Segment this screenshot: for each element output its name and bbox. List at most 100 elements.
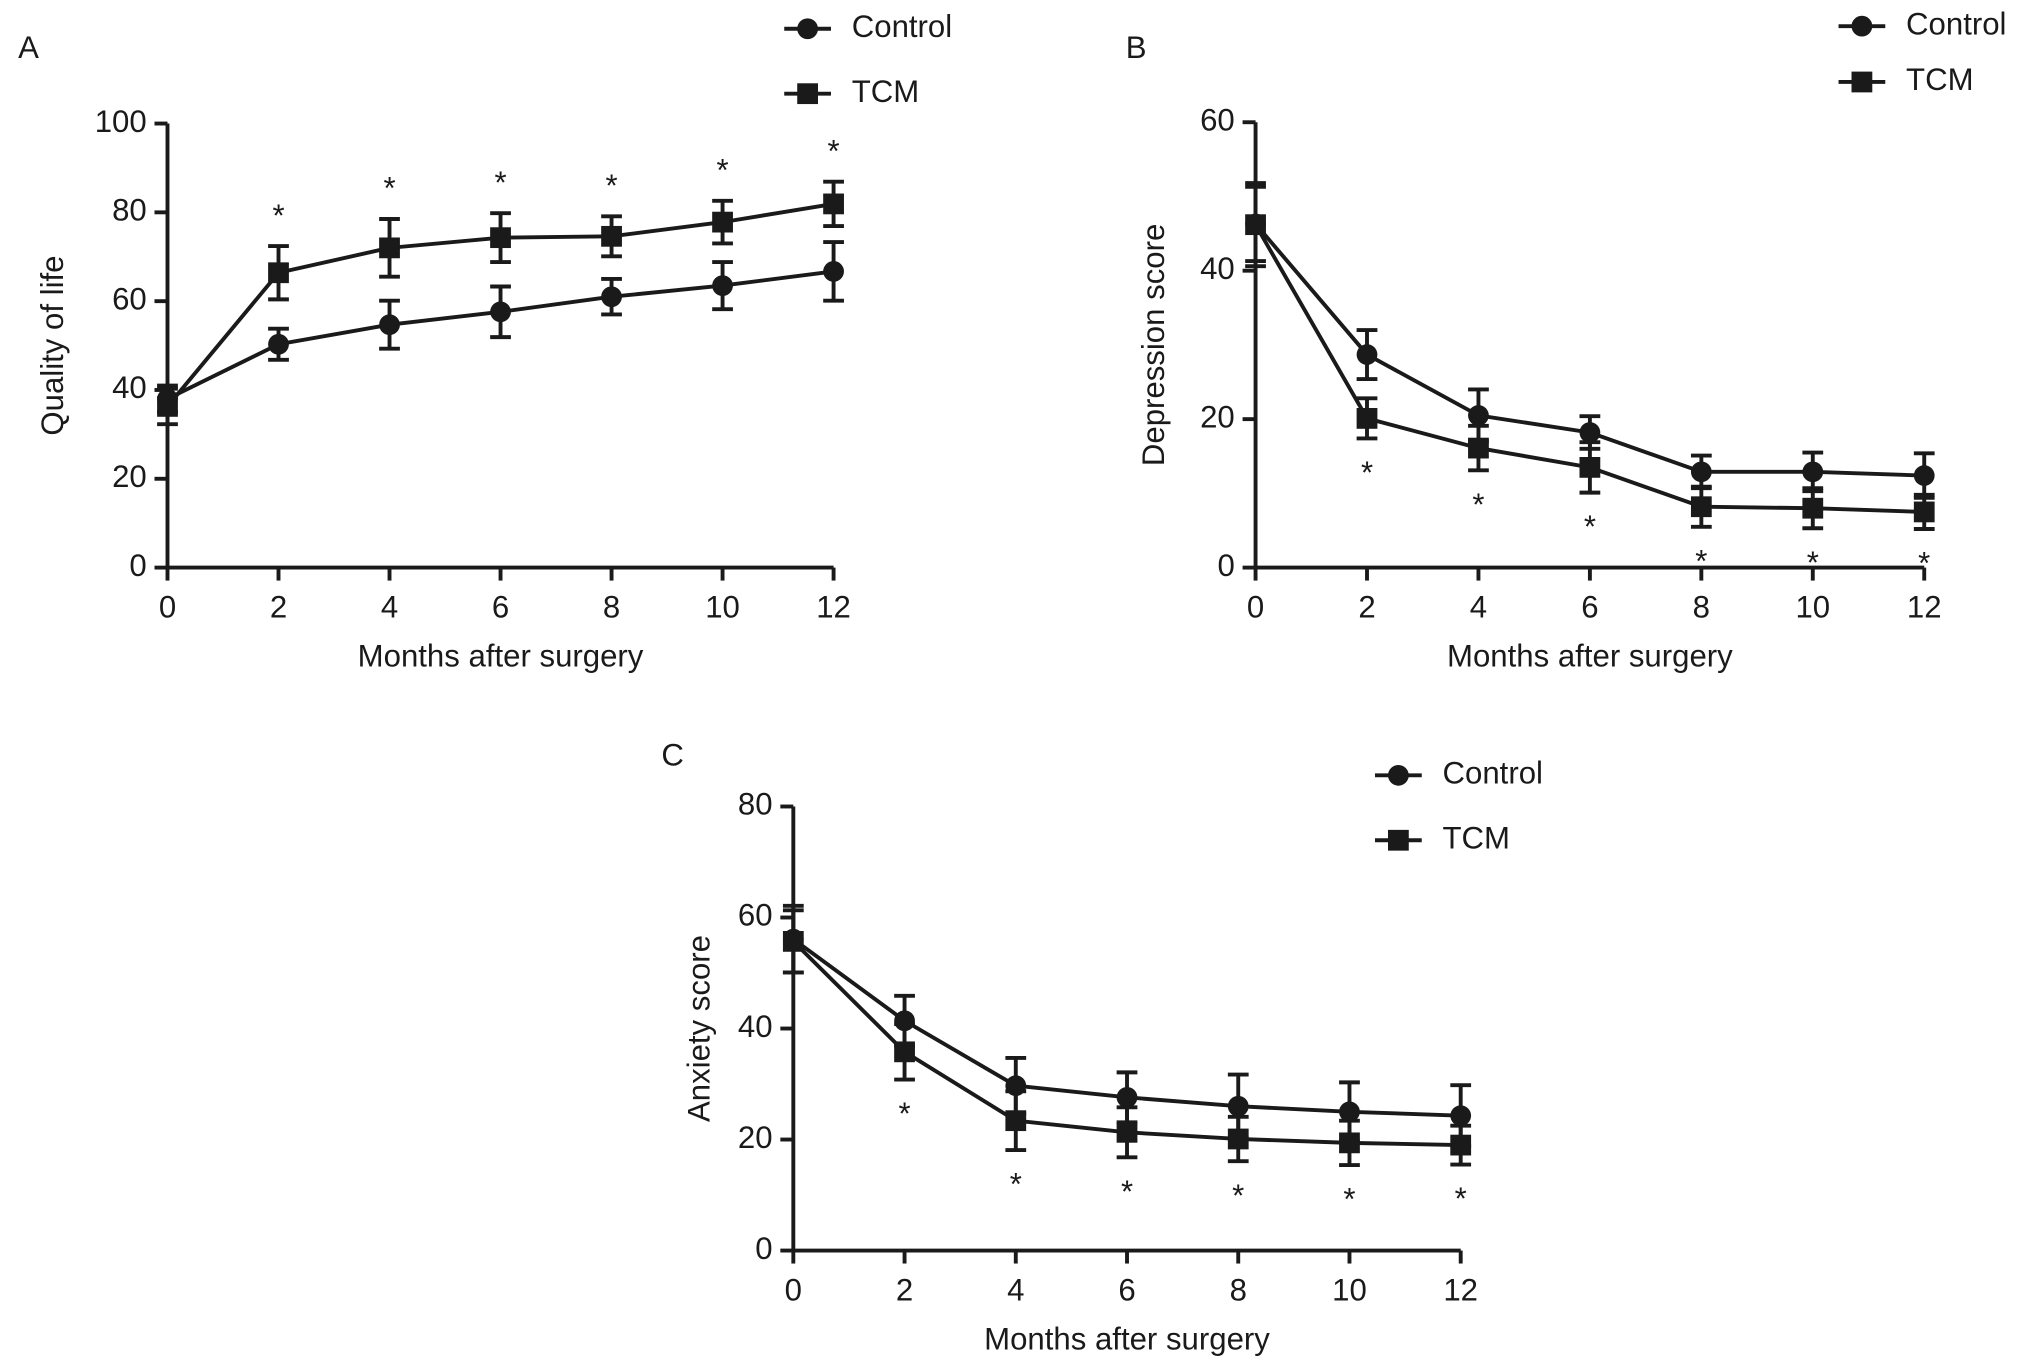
marker: [379, 314, 400, 336]
legend-label: Control: [852, 9, 952, 44]
marker: [268, 262, 289, 284]
marker: [1450, 1105, 1472, 1127]
marker: [1579, 422, 1601, 443]
marker: [1356, 344, 1378, 365]
x-tick-label: 12: [1443, 1272, 1478, 1307]
marker: [712, 211, 733, 233]
marker: [1116, 1121, 1138, 1143]
marker: [1579, 456, 1601, 478]
panel-label: B: [1126, 30, 1147, 65]
legend-label: TCM: [1443, 820, 1511, 855]
y-tick-label: 20: [1200, 399, 1235, 434]
x-tick-label: 10: [1332, 1272, 1367, 1307]
marker: [490, 301, 511, 323]
significance-mark: *: [272, 198, 284, 233]
x-tick-label: 8: [1693, 589, 1710, 624]
marker: [1339, 1101, 1360, 1123]
y-tick-label: 40: [112, 370, 147, 405]
legend-label: Control: [1443, 756, 1543, 791]
marker: [1005, 1110, 1027, 1132]
x-tick-label: 2: [1358, 589, 1375, 624]
y-axis-title: Depression score: [1136, 224, 1171, 466]
y-tick-label: 80: [738, 787, 773, 822]
significance-mark: *: [828, 133, 840, 168]
significance-mark: *: [716, 152, 728, 187]
marker: [1913, 465, 1935, 486]
significance-mark: *: [1584, 509, 1596, 544]
x-tick-label: 12: [816, 589, 851, 624]
significance-mark: *: [1455, 1181, 1467, 1216]
marker: [782, 930, 804, 952]
y-tick-label: 0: [1217, 548, 1234, 583]
y-tick-label: 0: [755, 1231, 772, 1266]
significance-mark: *: [1807, 545, 1819, 580]
x-tick-label: 10: [705, 589, 740, 624]
x-tick-label: 0: [785, 1272, 802, 1307]
marker: [1339, 1132, 1360, 1154]
x-tick-label: 8: [1230, 1272, 1247, 1307]
y-tick-label: 80: [112, 193, 147, 228]
marker: [490, 227, 511, 249]
y-tick-label: 100: [95, 104, 147, 139]
marker: [1227, 1095, 1249, 1117]
marker: [601, 286, 622, 308]
marker: [1802, 497, 1824, 519]
significance-mark: *: [1121, 1174, 1133, 1209]
x-axis-title: Months after surgery: [1447, 639, 1733, 674]
legend-marker: [1387, 764, 1409, 786]
x-tick-label: 4: [381, 589, 398, 624]
marker: [268, 333, 289, 355]
y-axis-title: Quality of life: [35, 256, 70, 436]
significance-mark: *: [1232, 1178, 1244, 1213]
y-tick-label: 40: [738, 1009, 773, 1044]
marker: [1468, 405, 1489, 426]
x-axis-title: Months after surgery: [984, 1322, 1270, 1357]
legend-label: TCM: [852, 74, 920, 109]
marker: [1802, 461, 1824, 483]
x-tick-label: 10: [1795, 589, 1830, 624]
significance-mark: *: [1918, 546, 1930, 581]
marker: [1356, 408, 1378, 429]
marker: [712, 275, 733, 297]
panel-label: C: [661, 737, 684, 772]
marker: [601, 225, 622, 247]
marker: [1227, 1128, 1249, 1150]
significance-mark: *: [605, 168, 617, 203]
marker: [1690, 496, 1712, 518]
legend-marker: [797, 18, 818, 40]
x-axis-title: Months after surgery: [358, 639, 644, 674]
y-tick-label: 60: [1200, 102, 1235, 137]
x-tick-label: 6: [492, 589, 509, 624]
marker: [1690, 461, 1712, 483]
legend-label: TCM: [1906, 62, 1974, 97]
significance-mark: *: [898, 1096, 910, 1131]
legend-marker: [797, 83, 818, 105]
significance-mark: *: [1343, 1182, 1355, 1217]
x-tick-label: 6: [1581, 589, 1598, 624]
marker: [894, 1041, 915, 1063]
y-tick-label: 0: [129, 548, 146, 583]
significance-mark: *: [1472, 487, 1484, 522]
y-tick-label: 60: [738, 898, 773, 933]
y-axis-title: Anxiety score: [681, 935, 716, 1122]
marker: [379, 237, 400, 259]
x-tick-label: 12: [1907, 589, 1942, 624]
legend-marker: [1851, 71, 1873, 93]
x-tick-label: 8: [603, 589, 620, 624]
marker: [1116, 1086, 1138, 1108]
panel-label: A: [18, 30, 39, 65]
marker: [823, 261, 844, 282]
x-tick-label: 2: [270, 589, 287, 624]
marker: [157, 396, 178, 417]
marker: [1245, 214, 1266, 236]
significance-mark: *: [383, 171, 395, 206]
y-tick-label: 20: [738, 1120, 773, 1155]
marker: [1468, 437, 1489, 459]
y-tick-label: 40: [1200, 251, 1235, 286]
x-tick-label: 6: [1118, 1272, 1135, 1307]
x-tick-label: 4: [1007, 1272, 1024, 1307]
legend-marker: [1387, 829, 1409, 851]
marker: [1913, 501, 1935, 523]
